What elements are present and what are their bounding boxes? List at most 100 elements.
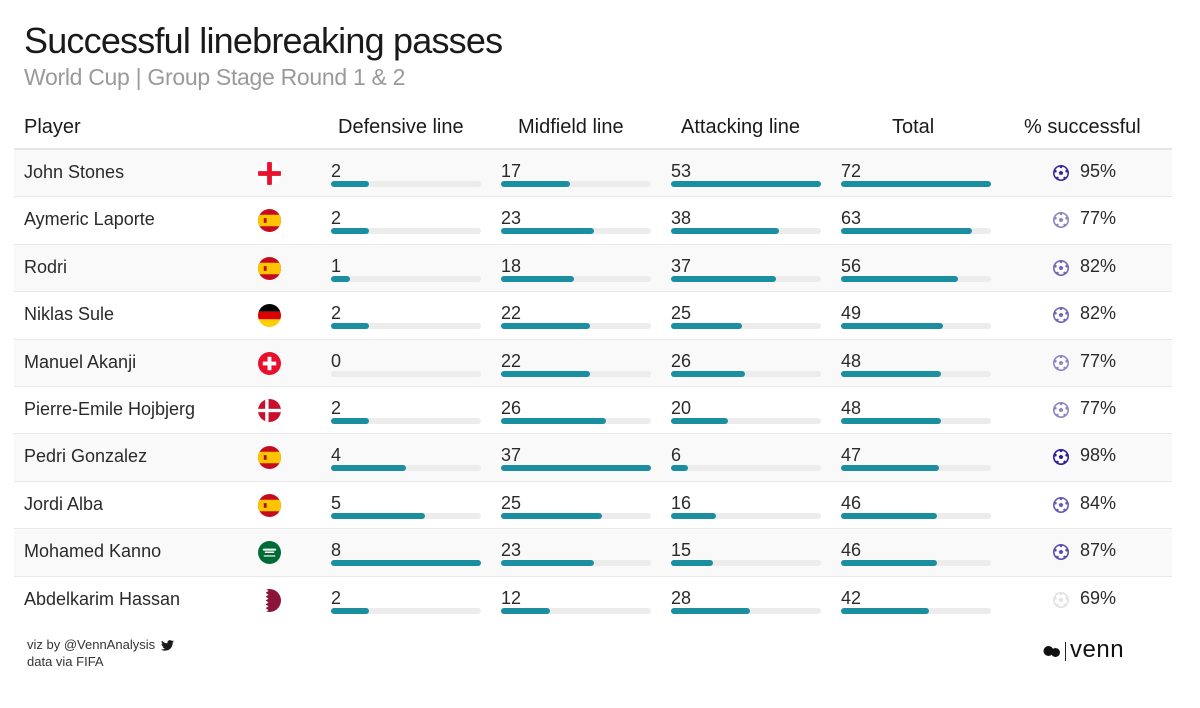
defensive-value: 8 — [331, 540, 342, 561]
chart-title: Successful linebreaking passes — [24, 20, 503, 61]
switzerland-flag-icon — [258, 351, 281, 375]
pct-successful-cell: 77% — [1053, 351, 1163, 375]
midfield-value: 22 — [501, 303, 522, 324]
total-bar — [841, 275, 958, 282]
defensive-bar — [331, 465, 406, 472]
player-name: Manuel Akanji — [24, 351, 137, 372]
defensive-bar — [331, 607, 369, 614]
total-cell: 49 — [841, 292, 991, 339]
attacking-bar — [671, 417, 728, 424]
defensive-bar-track — [331, 607, 481, 614]
total-bar — [841, 560, 937, 567]
defensive-bar-track — [331, 275, 481, 282]
soccer-ball-icon — [1053, 401, 1069, 418]
soccer-ball-icon — [1053, 591, 1069, 608]
attacking-bar — [671, 228, 779, 235]
table-row: Rodri 1 18 37 56 82% — [14, 244, 1172, 293]
attacking-bar — [671, 323, 742, 330]
total-value: 46 — [841, 492, 862, 513]
soccer-ball-icon — [1053, 544, 1069, 561]
soccer-ball-icon — [1053, 496, 1069, 513]
midfield-value: 22 — [501, 350, 522, 371]
midfield-bar — [501, 512, 602, 519]
qatar-flag-icon — [258, 588, 281, 612]
midfield-bar — [501, 275, 574, 282]
total-bar — [841, 228, 972, 235]
midfield-value: 26 — [501, 397, 522, 418]
midfield-bar — [501, 417, 606, 424]
defensive-cell: 2 — [331, 387, 481, 434]
total-value: 72 — [841, 161, 862, 181]
attacking-cell: 53 — [671, 150, 821, 197]
midfield-cell: 25 — [501, 482, 651, 529]
defensive-bar-track — [331, 323, 481, 330]
defensive-bar-track — [331, 228, 481, 235]
attacking-cell: 38 — [671, 197, 821, 244]
attacking-bar — [671, 512, 716, 519]
table-row: Abdelkarim Hassan 2 12 28 42 69% — [14, 577, 1172, 624]
total-cell: 42 — [841, 577, 991, 624]
player-name: Pedri Gonzalez — [24, 446, 148, 467]
pct-successful-cell: 87% — [1053, 540, 1163, 564]
defensive-bar — [331, 512, 425, 519]
pct-value: 98% — [1080, 445, 1117, 466]
saudi-arabia-flag-icon — [258, 541, 281, 565]
attacking-value: 20 — [671, 397, 692, 418]
player-name: Niklas Sule — [24, 304, 115, 325]
attacking-value: 25 — [671, 303, 692, 324]
defensive-bar — [331, 275, 350, 282]
pct-value: 77% — [1080, 208, 1117, 229]
midfield-cell: 22 — [501, 340, 651, 387]
total-cell: 63 — [841, 197, 991, 244]
attacking-value: 38 — [671, 208, 692, 229]
pct-value: 84% — [1080, 492, 1117, 513]
table-row: Niklas Sule 2 22 25 49 82% — [14, 292, 1172, 340]
defensive-cell: 5 — [331, 482, 481, 529]
total-value: 49 — [841, 303, 862, 324]
table-row: Jordi Alba 5 25 16 46 84% — [14, 482, 1172, 530]
attacking-bar — [671, 370, 745, 377]
pct-value: 82% — [1080, 303, 1117, 324]
attacking-value: 37 — [671, 255, 692, 276]
midfield-cell: 23 — [501, 529, 651, 576]
midfield-bar — [501, 323, 590, 330]
pct-value: 82% — [1080, 255, 1117, 276]
attacking-cell: 16 — [671, 482, 821, 529]
defensive-bar — [331, 417, 369, 424]
header-total: Total — [892, 116, 935, 138]
defensive-bar-track — [331, 417, 481, 424]
midfield-bar — [501, 560, 594, 567]
midfield-bar-track — [501, 275, 651, 282]
defensive-bar-track — [331, 181, 481, 187]
header-defensive-line: Defensive line — [338, 116, 464, 138]
soccer-ball-icon — [1053, 212, 1069, 229]
total-bar — [841, 370, 941, 377]
pct-successful-cell: 77% — [1053, 208, 1163, 232]
defensive-value: 5 — [331, 492, 342, 513]
total-bar — [841, 323, 943, 330]
total-cell: 46 — [841, 529, 991, 576]
table-row: Pedri Gonzalez 4 37 6 47 98% — [14, 434, 1172, 482]
header-pct-successful: % successful — [1024, 116, 1141, 138]
midfield-cell: 26 — [501, 387, 651, 434]
credit-text: viz by @VennAnalysis — [27, 637, 156, 652]
total-cell: 48 — [841, 387, 991, 434]
table-row: Aymeric Laporte 2 23 38 63 77% — [14, 197, 1172, 245]
attacking-bar-track — [671, 417, 821, 424]
defensive-value: 2 — [331, 161, 342, 181]
total-cell: 72 — [841, 150, 991, 197]
header-player: Player — [24, 116, 81, 138]
pct-value: 69% — [1080, 587, 1117, 608]
attacking-value: 6 — [671, 445, 682, 466]
total-value: 48 — [841, 397, 862, 418]
attacking-bar-track — [671, 370, 821, 377]
midfield-cell: 17 — [501, 150, 651, 197]
credit-data-source: data via FIFA — [27, 654, 104, 669]
total-cell: 48 — [841, 340, 991, 387]
player-name: Aymeric Laporte — [24, 209, 155, 230]
midfield-bar — [501, 228, 594, 235]
soccer-ball-icon — [1053, 354, 1069, 371]
defensive-cell: 8 — [331, 529, 481, 576]
pct-value: 87% — [1080, 540, 1117, 561]
midfield-value: 12 — [501, 587, 522, 608]
